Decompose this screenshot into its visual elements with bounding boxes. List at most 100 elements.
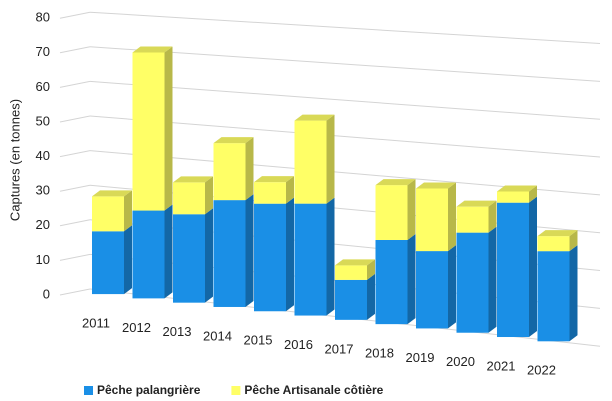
bar-segment — [254, 197, 294, 312]
bar-top — [416, 182, 456, 189]
bar-segment — [132, 204, 173, 299]
bar-top — [92, 190, 132, 197]
bar-segment — [294, 114, 335, 204]
bars: 2011 2012 2013 2014 2015 2016 2017 2018 2019 2020… — [82, 46, 578, 378]
bar-side — [529, 196, 537, 338]
bar-side — [124, 225, 132, 295]
bar-front — [497, 191, 529, 203]
bar-segment — [375, 179, 416, 240]
bar-top — [173, 176, 213, 183]
bar-front — [173, 214, 205, 303]
bar-segment — [456, 200, 497, 233]
bar-segment — [335, 273, 375, 320]
bar-front — [416, 188, 448, 252]
bar-side — [448, 182, 456, 252]
bar-top — [335, 259, 375, 266]
y-tick-label: 10 — [36, 252, 50, 267]
legend-swatch — [84, 386, 93, 395]
bar-segment — [416, 182, 456, 252]
y-tick-label: 80 — [36, 10, 50, 25]
bar-front — [335, 279, 367, 320]
bar-side — [286, 197, 294, 312]
x-tick-label: 2021 — [487, 358, 516, 373]
bar-segment — [254, 176, 294, 204]
x-tick-label: 2019 — [406, 350, 435, 365]
y-tick-label: 20 — [36, 217, 50, 232]
bar-front — [92, 231, 124, 295]
grid-line — [89, 115, 601, 158]
bar-side — [569, 245, 578, 342]
bar-front — [173, 182, 205, 215]
x-tick-label: 2015 — [244, 333, 273, 348]
bar-side — [245, 137, 254, 201]
bar-side — [326, 197, 335, 316]
y-axis-title: Captures (en tonnes) — [7, 99, 22, 221]
bar-front — [92, 196, 124, 232]
bar-segment — [335, 259, 375, 280]
legend-swatch — [231, 386, 241, 395]
bar-side — [367, 273, 375, 320]
legend: Pêche palangrière Pêche Artisanale côtièr… — [84, 383, 384, 397]
y-tick-label: 50 — [36, 113, 50, 128]
grid-line — [59, 80, 91, 88]
x-tick-label: 2022 — [527, 363, 556, 378]
bar-segment — [213, 137, 254, 201]
bar-top — [537, 230, 578, 237]
bar-segment — [497, 196, 537, 338]
bar-front — [537, 236, 570, 252]
grid-line — [59, 253, 91, 261]
bar-segment — [416, 245, 456, 329]
bar-top — [294, 114, 335, 121]
y-tick-label: 60 — [36, 79, 50, 94]
bar-top — [375, 179, 416, 186]
bar-segment — [173, 208, 213, 303]
y-tick-label: 70 — [36, 44, 50, 59]
bar-segment — [456, 226, 497, 333]
bar-top — [132, 46, 173, 53]
grid-line — [89, 46, 601, 82]
bar-side — [326, 114, 335, 204]
bar-front — [213, 143, 246, 201]
grid-line — [59, 219, 91, 227]
bar-front — [294, 120, 327, 204]
bar-side — [407, 233, 416, 325]
x-tick-label: 2013 — [163, 324, 192, 339]
x-tick-label: 2011 — [82, 316, 110, 331]
bar-side — [245, 194, 254, 307]
grid-line — [59, 115, 91, 123]
bar-segment — [213, 194, 254, 307]
bar-front — [456, 232, 489, 333]
legend-label: Pêche Artisanale côtière — [244, 383, 383, 397]
bar-top — [254, 176, 294, 183]
bar-front — [294, 203, 327, 316]
y-tick-label: 40 — [36, 148, 50, 163]
bar-front — [497, 202, 529, 338]
bar-side — [569, 230, 578, 252]
bar-front — [254, 182, 286, 204]
y-tick-label: 0 — [43, 286, 50, 301]
bar-side — [488, 226, 497, 333]
bar-segment — [173, 176, 213, 215]
bar-side — [529, 185, 537, 203]
bar-front — [416, 251, 448, 329]
bar-top — [456, 200, 497, 207]
grid-line — [89, 80, 601, 120]
x-tick-label: 2014 — [203, 328, 232, 343]
x-tick-label: 2012 — [122, 320, 151, 335]
bar-segment — [497, 185, 537, 203]
bar-front — [132, 52, 165, 211]
bar-top — [213, 137, 254, 144]
bar-segment — [375, 233, 416, 325]
bar-segment — [294, 197, 335, 316]
bar-side — [367, 259, 375, 280]
bar-segment — [537, 245, 578, 342]
bar-front — [537, 251, 570, 342]
bar-front — [132, 210, 165, 299]
bar-top — [497, 185, 537, 192]
grid-line — [59, 150, 91, 158]
grid-line — [89, 11, 601, 45]
legend-label: Pêche palangrière — [97, 383, 201, 397]
bar-side — [205, 208, 213, 303]
x-tick-label: 2020 — [446, 354, 475, 369]
